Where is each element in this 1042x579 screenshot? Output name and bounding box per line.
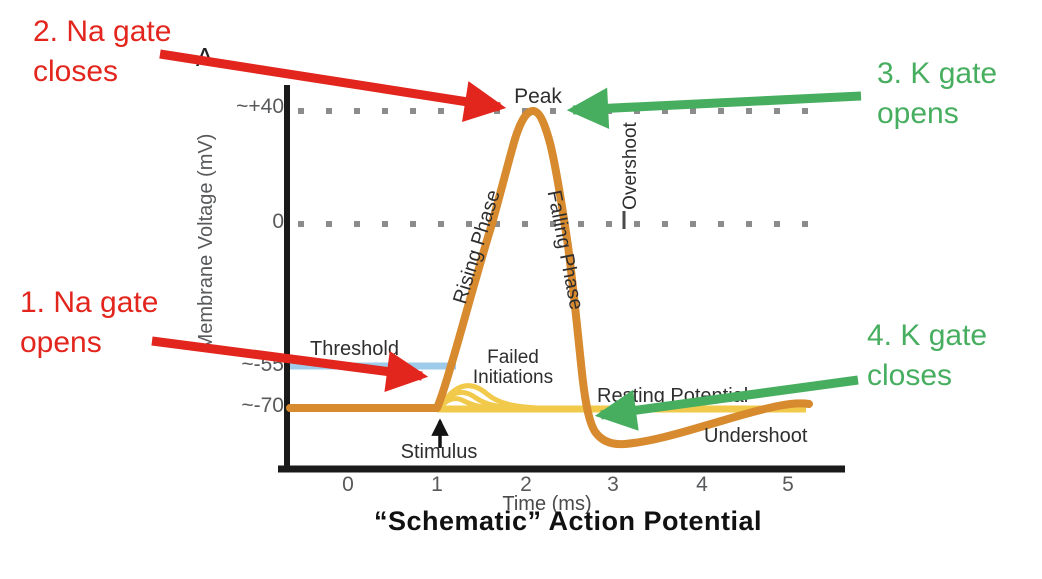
na-gate-opens-line1: 1. Na gate [20,286,159,319]
peak-label: Peak [514,85,562,108]
k-gate-opens-line2: opens [877,97,959,130]
na-gate-closes-line1: 2. Na gate [33,15,172,48]
k-gate-opens-annotation: 3. K gate opens [877,54,997,134]
y-tick-minus70: ~-70 [241,394,284,417]
failed-initiation-bumps [438,383,543,411]
na-gate-opens-line2: opens [20,326,102,359]
action-potential-curve [286,107,813,449]
na-gate-closes-annotation: 2. Na gate closes [33,12,171,92]
k-gate-closes-line2: closes [867,359,953,392]
na-gate-opens-annotation: 1. Na gate opens [20,283,158,363]
failed-initiations-label: Failed Initiations [473,348,553,388]
k-opens-arrow [566,87,862,129]
x-tick-5: 5 [782,473,794,496]
x-tick-4: 4 [696,473,708,496]
y-tick-plus40: ~+40 [236,95,284,118]
failed-initiations-line1: Failed [487,347,539,368]
k-gate-closes-line1: 4. K gate [867,319,988,352]
y-tick-zero: 0 [272,210,284,233]
k-closes-arrow [594,375,859,431]
x-tick-3: 3 [607,473,619,496]
x-tick-1: 1 [431,473,443,496]
stimulus-label: Stimulus [400,441,478,463]
threshold-label: Threshold [310,338,399,360]
undershoot-label: Undershoot [704,425,808,447]
na-gate-closes-line2: closes [33,55,119,88]
x-axis-title: Time (ms) [502,493,592,515]
failed-initiations-line2: Initiations [472,367,554,388]
k-gate-closes-annotation: 4. K gate closes [867,316,987,396]
x-tick-2: 2 [520,473,532,496]
na-opens-arrow [151,336,429,393]
k-gate-opens-line1: 3. K gate [877,57,998,90]
x-tick-0: 0 [342,473,354,496]
figure-title: “Schematic” Action Potential [373,506,763,536]
na-closes-arrow [159,49,507,123]
